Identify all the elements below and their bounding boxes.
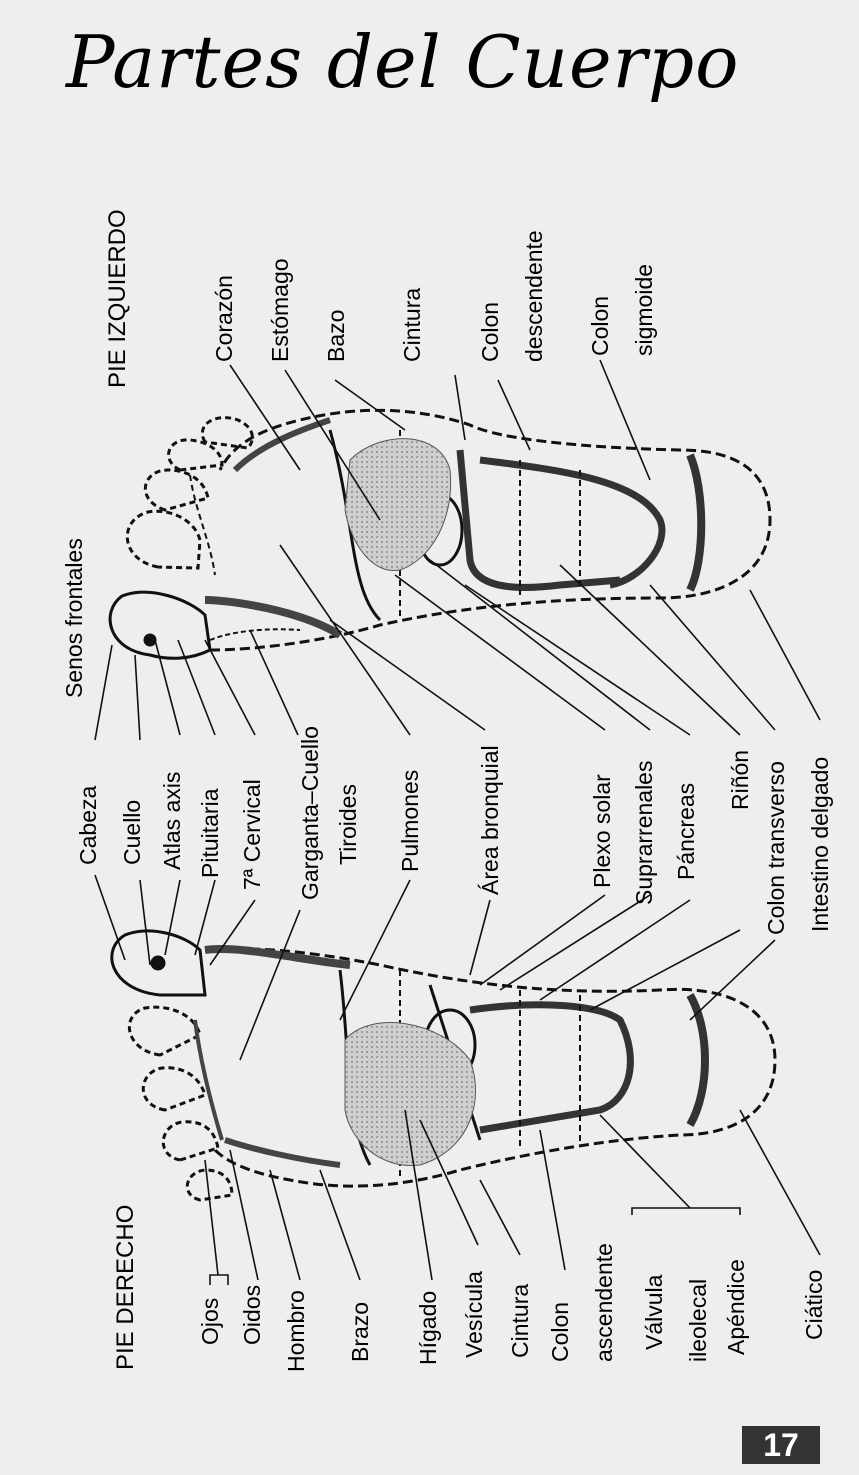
- right-foot-big-toe: [110, 929, 207, 997]
- left-foot-outline: [209, 408, 772, 652]
- label-ciatico: Ciático: [801, 1269, 827, 1340]
- left-foot-shaded-stomach: [344, 438, 452, 571]
- left-foot-toe-2: [125, 509, 202, 570]
- page-title: Partes del Cuerpo: [66, 20, 740, 104]
- label-pulmones: Pulmones: [397, 769, 423, 872]
- left-foot-big-toe: [108, 590, 212, 660]
- label-cintura-left: Cintura: [399, 287, 425, 362]
- right-foot-toe-2: [127, 1005, 202, 1057]
- label-tiroides: Tiroides: [335, 784, 361, 865]
- label-cuello: Cuello: [119, 799, 145, 865]
- label-garganta-cuello: Garganta–Cuello: [297, 726, 323, 900]
- label-suprarrenales: Suprarrenales: [631, 760, 657, 905]
- label-colon-sigmoide-1: Colon: [587, 295, 613, 356]
- left-foot-toe-3: [144, 468, 210, 512]
- label-colon-sigmoide-2: sigmoide: [631, 263, 657, 356]
- right-foot-toe-4: [161, 1120, 220, 1162]
- label-hombro: Hombro: [283, 1290, 309, 1372]
- leader-lines: [94, 359, 821, 1285]
- left-foot-toe-5: [200, 416, 254, 450]
- label-atlas-axis: Atlas axis: [159, 771, 185, 870]
- label-cabeza: Cabeza: [75, 785, 101, 865]
- label-colon-ascendente-2: ascendente: [591, 1243, 617, 1362]
- left-foot-toe-4: [167, 438, 224, 472]
- label-rinon: Riñón: [727, 749, 753, 810]
- page-number: 17: [742, 1426, 820, 1464]
- label-senos-frontales: Senos frontales: [61, 538, 87, 698]
- right-foot-toe-5: [185, 1168, 234, 1202]
- label-cintura-right: Cintura: [507, 1283, 533, 1358]
- label-intestino-delgado: Intestino delgado: [807, 756, 833, 932]
- label-valvula-2: ileolecal: [685, 1278, 711, 1362]
- label-apendice: Apéndice: [723, 1259, 749, 1355]
- label-cervical: 7ª Cervical: [239, 779, 265, 890]
- label-valvula-1: Válvula: [641, 1274, 667, 1350]
- label-estomago: Estómago: [267, 258, 293, 362]
- label-colon-ascendente-1: Colon: [547, 1301, 573, 1362]
- label-oidos: Oidos: [239, 1284, 265, 1345]
- left-foot: [108, 408, 772, 660]
- label-area-bronquial: Área bronquial: [477, 745, 503, 895]
- label-vesicula: Vesícula: [461, 1271, 487, 1358]
- label-corazon: Corazón: [211, 275, 237, 362]
- right-foot-shaded-liver: [344, 1022, 477, 1167]
- label-bazo: Bazo: [323, 309, 349, 362]
- label-colon-descendente-2: descendente: [521, 230, 547, 362]
- right-foot: [110, 929, 777, 1202]
- label-pancreas: Páncreas: [673, 782, 699, 880]
- right-foot-heading: PIE DERECHO: [112, 1204, 139, 1370]
- label-higado: Hígado: [415, 1290, 441, 1365]
- label-brazo: Brazo: [347, 1301, 373, 1362]
- label-colon-descendente-1: Colon: [477, 301, 503, 362]
- right-foot-outline: [204, 947, 777, 1188]
- right-foot-toe-3: [141, 1066, 207, 1112]
- label-plexo-solar: Plexo solar: [589, 774, 615, 888]
- label-pituitaria: Pituitaria: [197, 788, 223, 878]
- label-colon-transverso: Colon transverso: [763, 761, 789, 935]
- label-ojos: Ojos: [197, 1297, 223, 1345]
- left-foot-heading: PIE IZQUIERDO: [104, 209, 131, 388]
